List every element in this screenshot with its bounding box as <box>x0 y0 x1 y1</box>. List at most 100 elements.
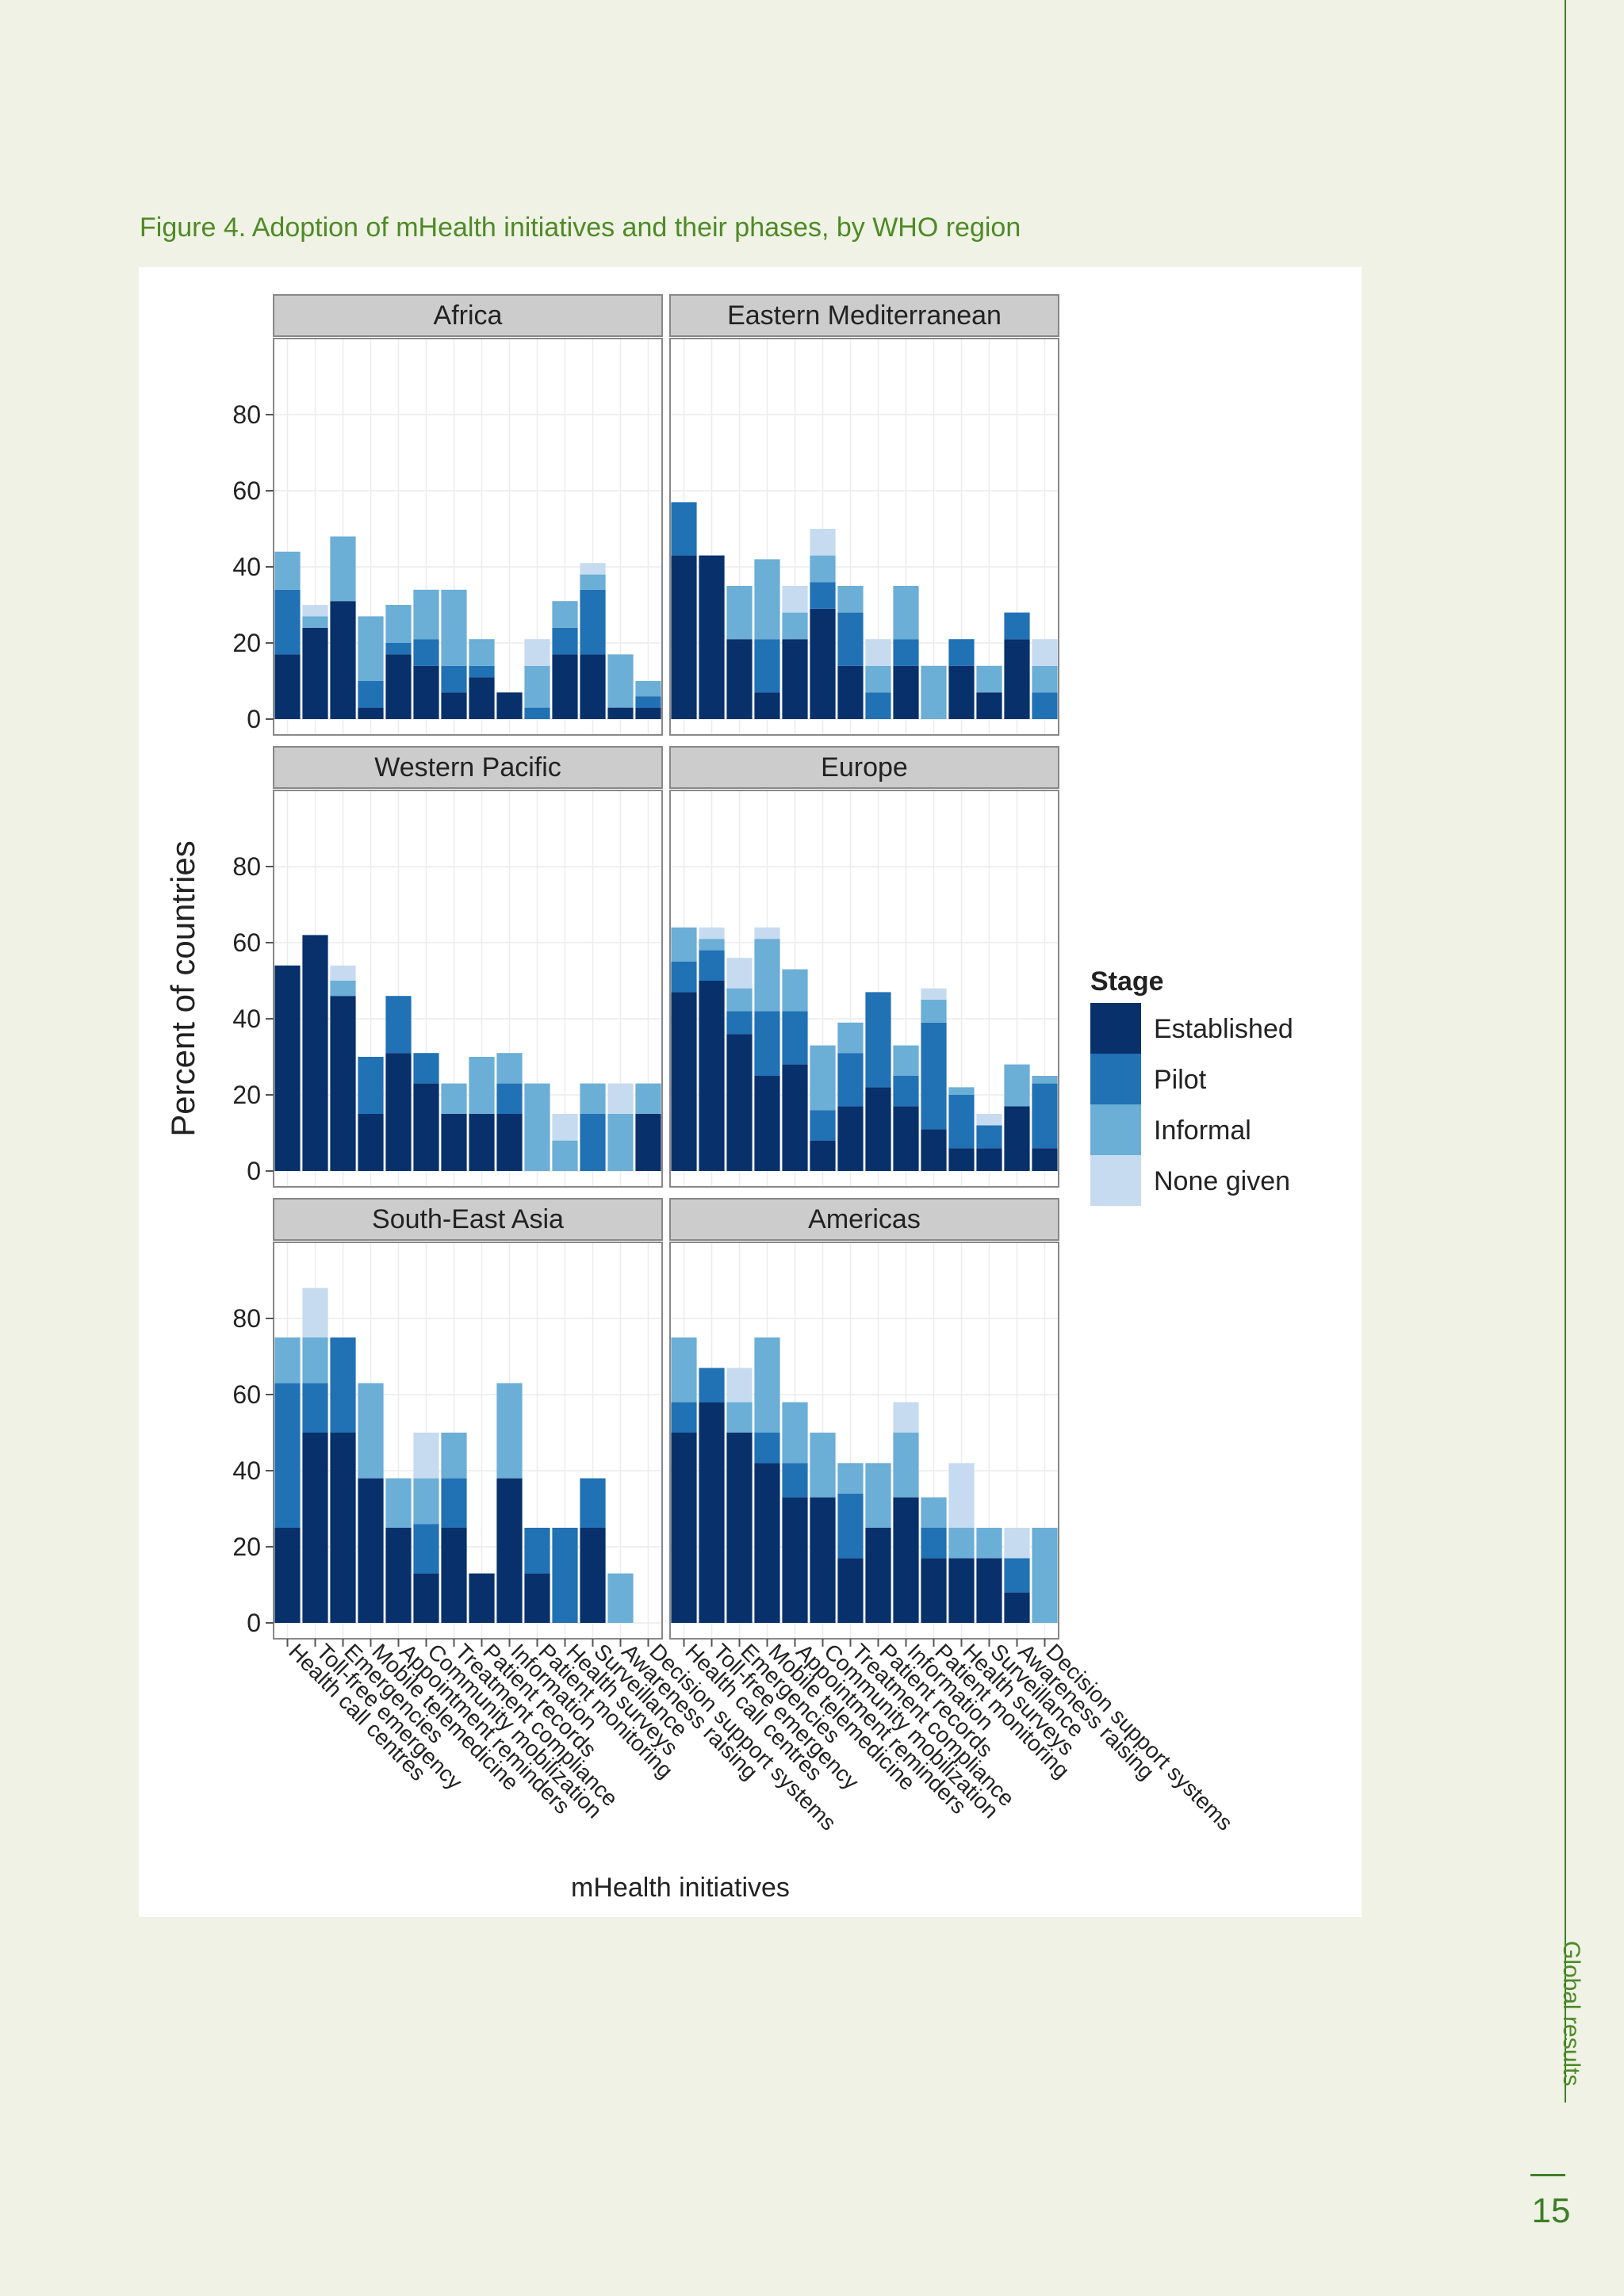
legend-swatch-informal <box>1090 1104 1141 1155</box>
bar-segment-informal <box>810 1433 836 1498</box>
y-tick-label: 40 <box>232 1004 261 1033</box>
bar-segment-established <box>385 654 412 719</box>
bar-segment-established <box>921 1558 947 1623</box>
bar-segment-informal <box>441 1083 467 1114</box>
bar-segment-informal <box>837 1463 864 1494</box>
bar-segment-none-given <box>726 1368 753 1402</box>
x-axis-label: mHealth initiatives <box>571 1873 790 1903</box>
bar-segment-informal <box>726 1402 753 1433</box>
bar-segment-none-given <box>524 639 550 666</box>
side-rule <box>1565 0 1566 2103</box>
bar-segment-pilot <box>1032 692 1058 719</box>
bar-segment-established <box>754 692 780 719</box>
bar-segment-none-given <box>607 1083 634 1114</box>
bar-segment-established <box>837 665 864 719</box>
bar-segment-informal <box>754 559 780 640</box>
bar-segment-none-given <box>413 1433 439 1479</box>
bar-segment-established <box>810 608 836 719</box>
bar-segment-none-given <box>782 586 808 613</box>
bar-segment-established <box>837 1558 864 1623</box>
bar-segment-established <box>496 1478 523 1623</box>
bar-segment-pilot <box>496 1083 523 1114</box>
bar-segment-pilot <box>948 639 975 666</box>
bar-segment-established <box>274 1528 301 1623</box>
bar-segment-established <box>893 665 919 719</box>
panel-border <box>669 338 1059 736</box>
bar-segment-established <box>782 1497 808 1623</box>
legend-label: Established <box>1154 1014 1293 1044</box>
facet-title: Americas <box>808 1204 921 1234</box>
bar-segment-none-given <box>921 988 947 1000</box>
bar-segment-established <box>837 1106 864 1171</box>
panel-border <box>273 338 663 736</box>
bar-segment-established <box>754 1076 780 1171</box>
bar-segment-informal <box>782 969 808 1012</box>
bar-segment-pilot <box>976 1125 1002 1149</box>
bar-segment-established <box>441 692 467 719</box>
bar-segment-established <box>330 996 356 1171</box>
bar-segment-none-given <box>865 639 891 666</box>
bar-segment-established <box>865 1087 891 1171</box>
y-tick-label: 20 <box>232 1533 261 1561</box>
bar-segment-established <box>358 707 384 719</box>
bar-segment-informal <box>302 1337 328 1383</box>
facet-strip <box>669 746 1059 789</box>
bar-segment-informal <box>921 1000 947 1023</box>
y-tick-label: 60 <box>232 476 261 505</box>
bar-segment-pilot <box>413 1053 439 1084</box>
bar-segment-established <box>302 1433 328 1623</box>
bar-segment-pilot <box>893 1076 919 1107</box>
bar-segment-pilot <box>469 665 495 678</box>
bar-segment-established <box>1032 1148 1058 1171</box>
bar-segment-established <box>441 1528 467 1623</box>
bar-segment-none-given <box>699 927 725 939</box>
facet-title: Eastern Mediterranean <box>727 300 1002 331</box>
bar-segment-informal <box>893 586 919 640</box>
bar-segment-established <box>810 1140 836 1171</box>
facet-strip <box>273 746 663 789</box>
bar-segment-established <box>385 1053 412 1171</box>
facet-title: Europe <box>821 752 908 783</box>
bar-segment-pilot <box>699 950 725 981</box>
y-tick-label: 60 <box>232 1380 261 1409</box>
bar-segment-informal <box>726 586 753 640</box>
bar-segment-established <box>921 1129 947 1171</box>
bar-segment-informal <box>552 601 578 628</box>
legend-swatch-none-given <box>1090 1155 1141 1206</box>
bar-segment-pilot <box>441 665 467 693</box>
bar-segment-established <box>441 1114 467 1171</box>
legend-label: Pilot <box>1154 1065 1207 1095</box>
bar-segment-none-given <box>976 1114 1002 1126</box>
legend: Stage Established Pilot Informal None given <box>1090 966 1293 1206</box>
bar-segment-informal <box>754 939 780 1012</box>
bar-segment-informal <box>976 1528 1002 1559</box>
panel-border <box>669 1242 1059 1640</box>
bar-segment-established <box>469 677 495 719</box>
page-number: 15 <box>1531 2191 1571 2230</box>
bar-segment-informal <box>385 605 412 643</box>
bar-segment-none-given <box>948 1463 975 1528</box>
bar-segment-informal <box>413 589 439 640</box>
y-tick-label: 0 <box>247 1609 261 1637</box>
bar-segment-pilot <box>330 1337 356 1433</box>
bar-segment-informal <box>893 1433 919 1498</box>
bar-segment-pilot <box>671 1402 697 1433</box>
bar-segment-pilot <box>865 992 891 1088</box>
bar-segment-informal <box>810 555 836 583</box>
bar-segment-pilot <box>921 1528 947 1559</box>
bar-segment-informal <box>330 981 356 997</box>
bar-segment-none-given <box>552 1114 578 1141</box>
bar-segment-pilot <box>635 696 661 708</box>
bar-segment-pilot <box>413 1524 439 1574</box>
bar-segment-informal <box>496 1383 523 1479</box>
bar-segment-pilot <box>274 1383 301 1528</box>
facet-strip <box>669 294 1059 337</box>
bar-segment-informal <box>524 1083 550 1171</box>
bar-segment-pilot <box>810 582 836 609</box>
bar-segment-established <box>607 707 634 719</box>
bar-segment-informal <box>607 1114 634 1171</box>
facet-title: South-East Asia <box>372 1204 564 1234</box>
bar-segment-none-given <box>893 1402 919 1433</box>
facet-eastern-mediterranean: Eastern Mediterranean <box>669 294 1059 736</box>
bar-segment-informal <box>302 616 328 628</box>
